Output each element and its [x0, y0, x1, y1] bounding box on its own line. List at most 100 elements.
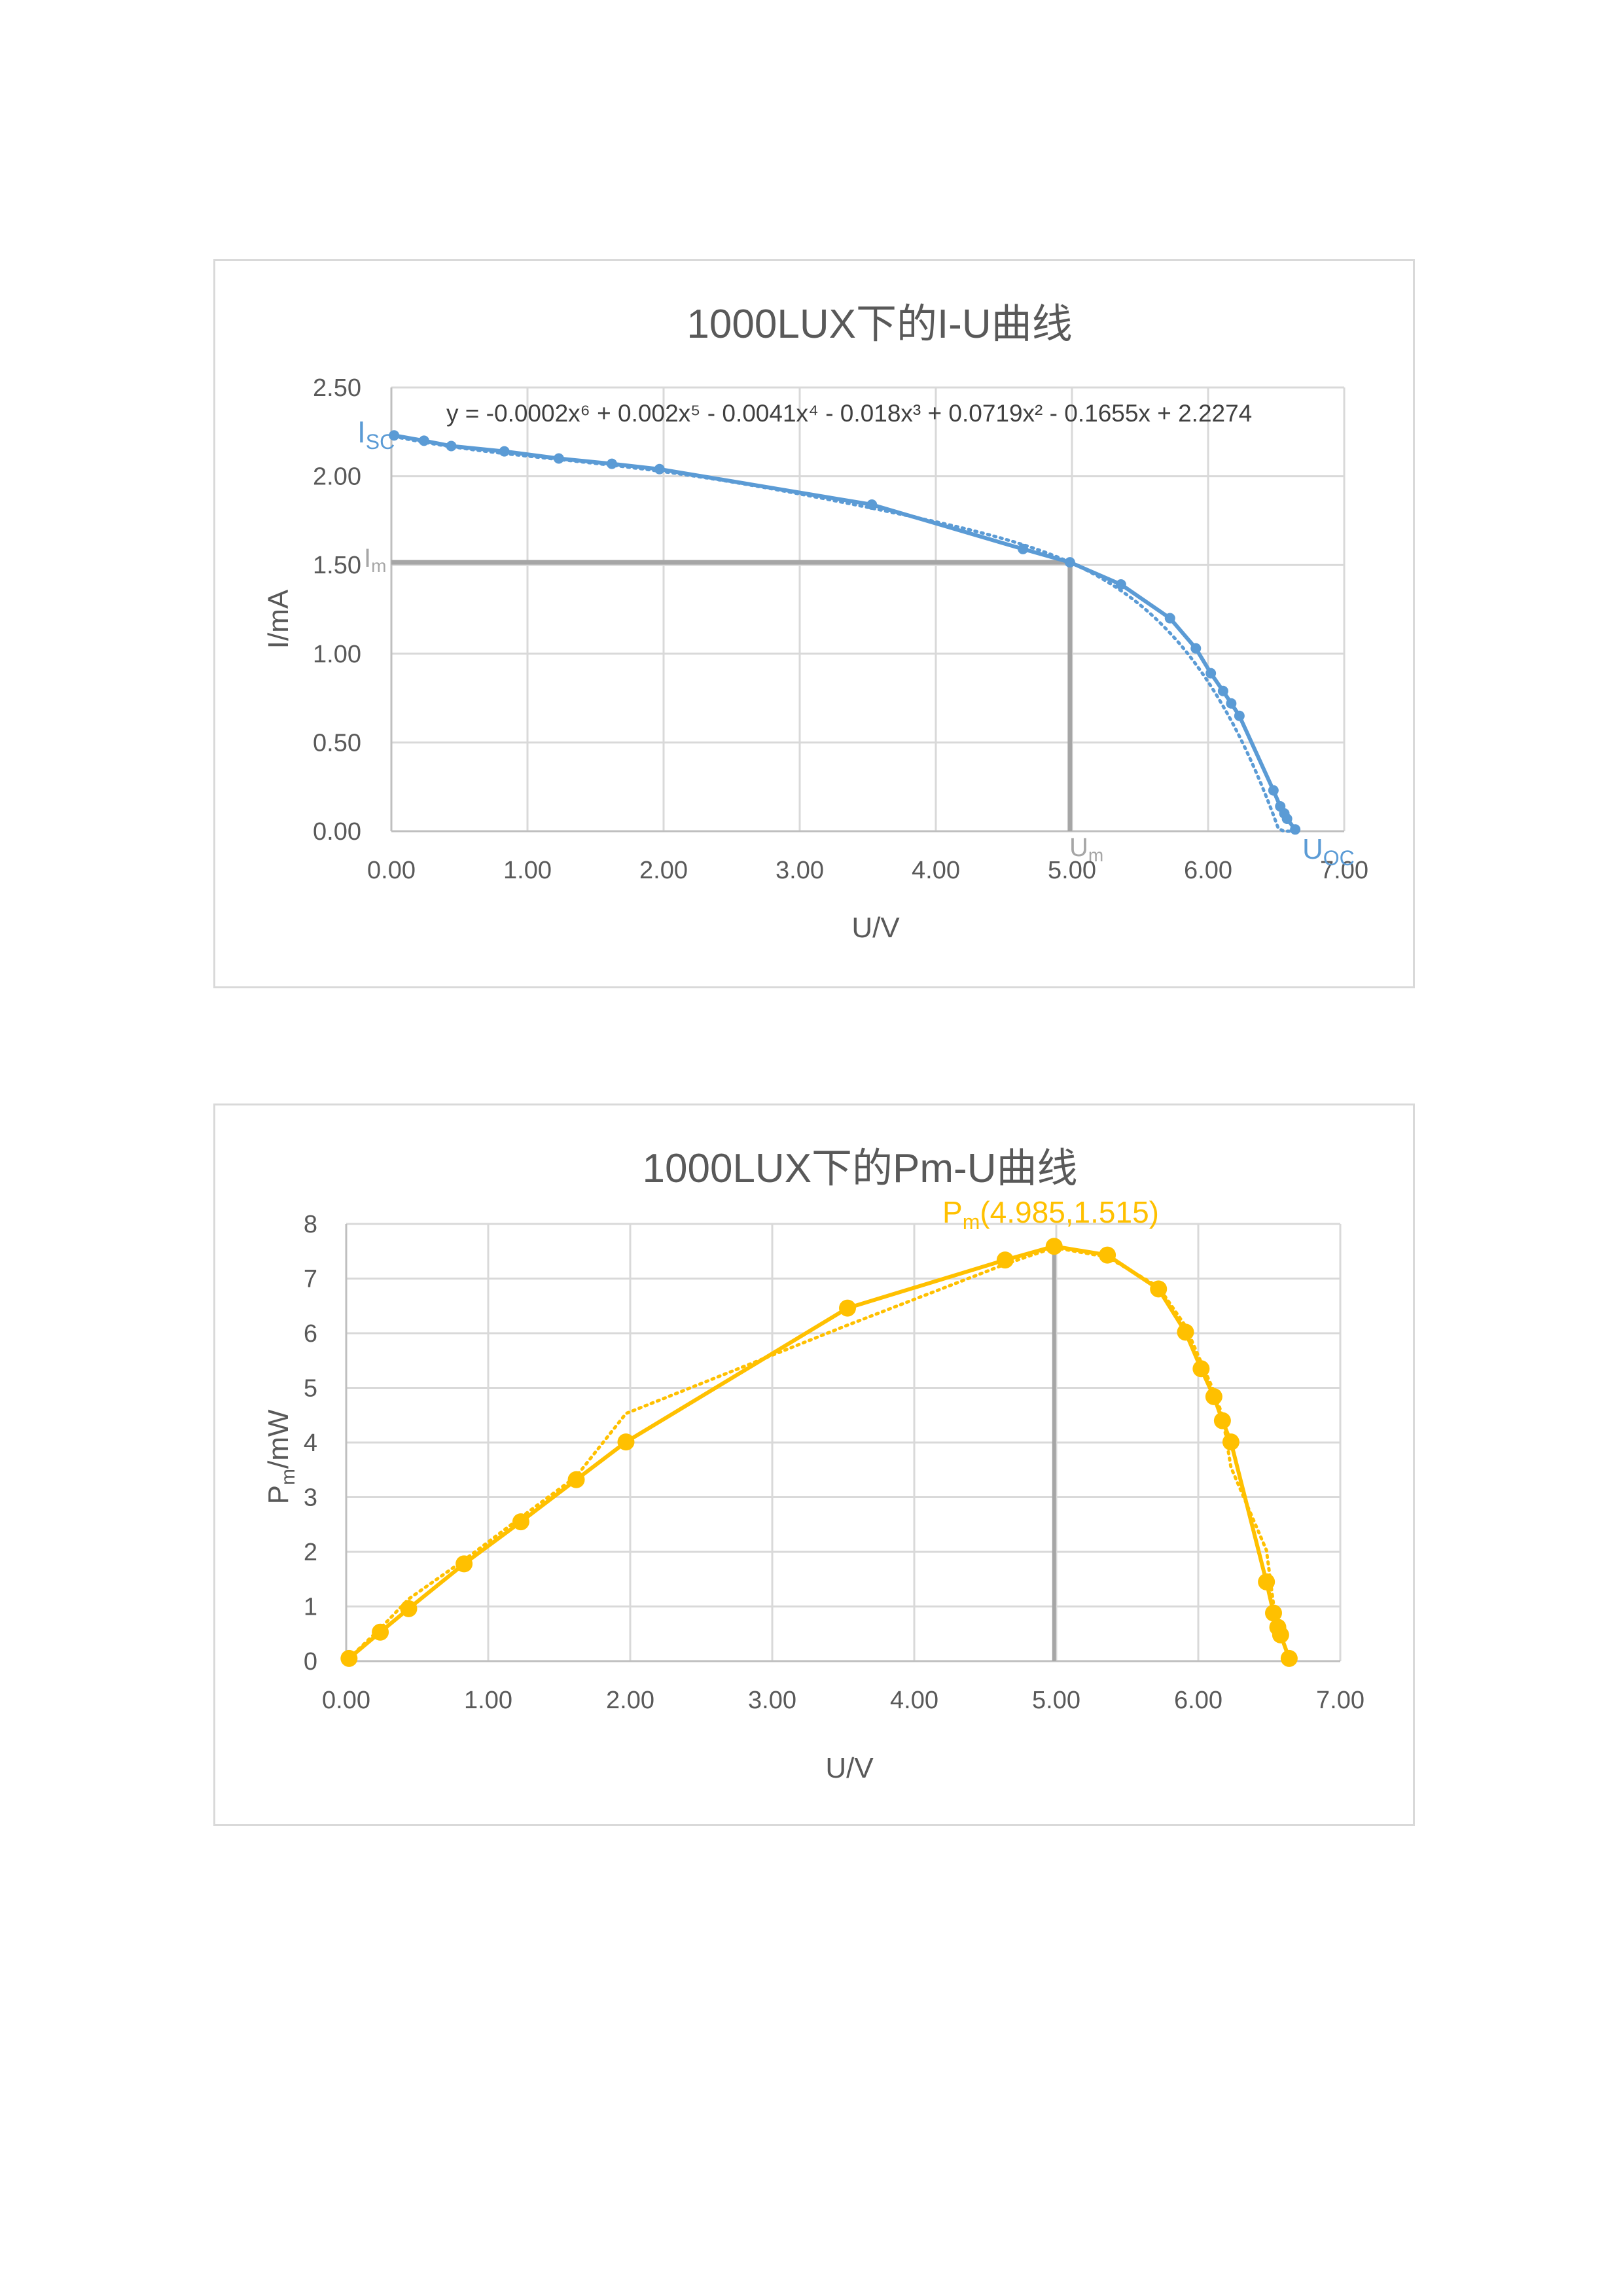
pu-data-point: [1280, 1649, 1298, 1667]
iu-data-point: [1018, 543, 1029, 554]
iu-data-point: [389, 430, 400, 441]
pu-series-line: [348, 1244, 1291, 1660]
iu-x-tick-label: 3.00: [776, 857, 824, 884]
pu-x-tick-label: 0.00: [322, 1687, 370, 1714]
iu-data-point: [1281, 814, 1293, 825]
iu-y-tick-label: 1.50: [313, 552, 361, 579]
pu-y-axis-label-tail: /mW: [262, 1409, 294, 1469]
pu-data-point: [372, 1623, 389, 1641]
um-label: Um: [1069, 833, 1103, 865]
iu-data-point: [1064, 557, 1075, 568]
pu-data-point: [1192, 1360, 1210, 1378]
iu-y-tick-label: 0.50: [313, 729, 361, 757]
pu-data-point: [1265, 1604, 1283, 1622]
pu-gridlines: [345, 1223, 1342, 1662]
pu-data-point: [1150, 1280, 1168, 1298]
pu-x-tick-label: 4.00: [890, 1687, 938, 1714]
pu-data-point: [1222, 1433, 1240, 1451]
iu-x-axis-label: U/V: [851, 912, 900, 944]
im-label-main: I: [364, 544, 371, 573]
pu-series: [340, 1238, 1298, 1667]
iu-y-tick-label: 2.00: [313, 463, 361, 491]
pu-x-axis-label: U/V: [825, 1752, 874, 1784]
pu-data-point: [1258, 1573, 1275, 1590]
iu-chart-title: 1000LUX下的I-U曲线: [687, 302, 1072, 347]
iu-data-point: [499, 446, 510, 457]
iu-x-tick-label: 4.00: [912, 857, 960, 884]
pu-data-point: [567, 1471, 585, 1488]
pm-annotation: Pm(4.985,1.515): [942, 1195, 1159, 1234]
pu-y-tick-label: 2: [304, 1539, 317, 1566]
iu-data-point: [418, 435, 429, 446]
pu-y-tick-label: 8: [304, 1211, 317, 1238]
iu-x-tick-label: 1.00: [503, 857, 552, 884]
pu-data-point: [996, 1251, 1014, 1269]
iu-data-point: [1290, 824, 1301, 835]
iu-series-line: [393, 433, 1297, 831]
iu-y-axis-label: I/mA: [262, 589, 294, 649]
uoc-label: UOC: [1302, 833, 1355, 870]
pu-y-tick-label: 1: [304, 1594, 317, 1621]
pu-data-point: [839, 1299, 857, 1317]
pm-annotation-main: P: [942, 1195, 963, 1229]
iu-data-point: [606, 458, 617, 469]
iu-x-tick-label: 2.00: [639, 857, 688, 884]
iu-data-point: [866, 499, 878, 510]
um-label-main: U: [1069, 833, 1088, 862]
pu-data-point: [1272, 1626, 1289, 1643]
pu-trendline: [347, 1246, 1291, 1660]
pu-y-tick-label: 7: [304, 1266, 317, 1293]
iu-data-point: [1234, 710, 1245, 721]
iu-y-tick-label: 2.50: [313, 374, 361, 402]
iu-data-point: [1226, 698, 1237, 709]
iu-data-point: [1217, 685, 1228, 696]
iu-x-tick-label: 0.00: [367, 857, 416, 884]
pu-y-tick-label: 6: [304, 1320, 317, 1348]
im-label: Im: [364, 544, 386, 576]
pu-x-tick-label: 3.00: [748, 1687, 796, 1714]
um-label-sub: m: [1088, 845, 1103, 865]
pu-y-axis-label-main: P: [262, 1485, 294, 1504]
pu-x-tick-label: 6.00: [1174, 1687, 1222, 1714]
iu-x-tick-label: 7.00: [1320, 857, 1368, 884]
iu-data-point: [1115, 579, 1126, 590]
pu-data-point: [455, 1555, 473, 1573]
pu-data-point: [400, 1600, 418, 1617]
pu-y-tick-label: 4: [304, 1429, 317, 1457]
pu-y-axis-label-sub: m: [277, 1469, 299, 1485]
iu-data-point: [1205, 668, 1217, 679]
pu-tick-labels: 0.00 1.00 2.00 3.00 4.00 5.00 6.00 7.00 0 1 2 3 4 5 6 7…: [304, 1211, 1364, 1714]
pu-data-point: [1177, 1323, 1194, 1341]
iu-x-tick-label: 5.00: [1048, 857, 1096, 884]
pu-data-point: [617, 1433, 635, 1451]
iu-x-tick-label: 6.00: [1184, 857, 1232, 884]
pu-x-tick-label: 5.00: [1032, 1687, 1080, 1714]
uoc-label-main: U: [1302, 833, 1323, 865]
pu-y-tick-label: 5: [304, 1375, 317, 1403]
iu-y-tick-label: 1.00: [313, 641, 361, 668]
isc-label-sub: SC: [366, 430, 395, 454]
pu-trendline-path: [347, 1246, 1291, 1660]
im-label-sub: m: [371, 556, 386, 576]
iu-data-point: [1164, 613, 1175, 624]
isc-label-main: I: [357, 415, 366, 449]
pu-y-tick-label: 3: [304, 1484, 317, 1512]
iu-data-point: [1190, 643, 1202, 654]
iu-y-tick-label: 0.00: [313, 818, 361, 846]
pu-y-tick-label: 0: [304, 1648, 317, 1676]
pu-data-point: [1205, 1388, 1222, 1405]
pu-data-point: [1045, 1238, 1063, 1255]
iu-series: [389, 430, 1301, 835]
pu-chart: 0.00 1.00 2.00 3.00 4.00 5.00 6.00 7.00 0 1 2 3 4 5 6 7…: [262, 1146, 1364, 1784]
iu-guide-lines: [391, 560, 1073, 831]
iu-chart-frame: [213, 259, 1415, 988]
pu-y-axis-label: Pm/mW: [262, 1409, 299, 1504]
pu-x-tick-label: 1.00: [464, 1687, 512, 1714]
iu-data-point: [1268, 785, 1279, 796]
iu-tick-labels: 0.00 1.00 2.00 3.00 4.00 5.00 6.00 7.00 0.00 0.50…: [313, 374, 1368, 884]
iu-data-point: [654, 463, 665, 475]
iu-data-point: [553, 453, 564, 464]
isc-label: ISC: [357, 415, 395, 454]
pm-annotation-tail: (4.985,1.515): [980, 1195, 1159, 1229]
iu-trendline-equation: y = -0.0002x⁶ + 0.002x⁵ - 0.0041x⁴ - 0.0…: [446, 400, 1252, 427]
